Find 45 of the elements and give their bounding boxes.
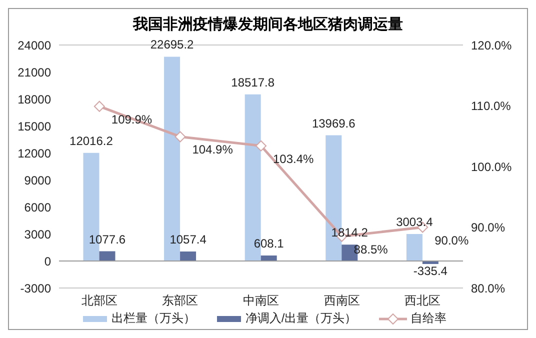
data-label: 90.0%	[434, 233, 469, 248]
data-label: 1814.2	[331, 226, 368, 240]
data-label: 109.9%	[111, 112, 152, 126]
y-tick-label: 18000	[18, 92, 52, 106]
legend-label: 净调入/出量（万头）	[245, 310, 357, 327]
x-tick-label: 中南区	[243, 294, 279, 308]
data-label: 1077.6	[88, 232, 126, 246]
y2-tick-label: 90.0%	[471, 220, 506, 235]
data-label: 3003.4	[396, 214, 434, 229]
y-tick-label: 0	[44, 254, 52, 268]
point	[256, 140, 266, 152]
y-tick-label: 9000	[24, 173, 52, 188]
y2-tick-label: 80.0%	[471, 281, 506, 296]
y2-tick-label: 110.0%	[471, 99, 512, 114]
y-tick-label: 12000	[18, 146, 52, 160]
y-tick-label: 6000	[24, 200, 52, 214]
x-tick-label: 西南区	[324, 294, 360, 308]
bar	[180, 251, 196, 261]
y-tick-label: 21000	[18, 65, 52, 80]
legend-label: 出栏量（万头）	[111, 310, 196, 327]
x-tick-label: 北部区	[81, 294, 118, 308]
y-tick-label: 15000	[18, 119, 52, 134]
y-tick-label: -3000	[20, 281, 52, 296]
x-tick-label: 西北区	[404, 294, 441, 308]
data-label: 104.9%	[192, 142, 234, 157]
data-label: 103.4%	[273, 152, 314, 166]
bar	[406, 234, 422, 261]
data-label: -335.4	[413, 264, 448, 278]
data-label: 22695.2	[150, 38, 194, 52]
bar	[99, 251, 116, 261]
data-label: 608.1	[254, 236, 284, 251]
data-label: 13969.6	[312, 116, 356, 130]
point	[174, 131, 186, 142]
data-label: 12016.2	[70, 134, 114, 148]
y-tick-label: 3000	[24, 227, 52, 242]
data-label: 18517.8	[231, 75, 275, 90]
y-tick-label: 24000	[18, 38, 52, 52]
bar	[260, 256, 277, 261]
x-tick-label: 东部区	[162, 294, 198, 308]
legend-label: 自给率	[410, 310, 447, 327]
chart-title: 我国非洲疫情爆发期间各地区猪肉调运量	[132, 14, 404, 35]
data-label: 1057.4	[170, 232, 207, 246]
y2-tick-label: 100.0%	[471, 160, 512, 174]
point	[94, 100, 105, 112]
y2-tick-label: 120.0%	[471, 38, 512, 52]
